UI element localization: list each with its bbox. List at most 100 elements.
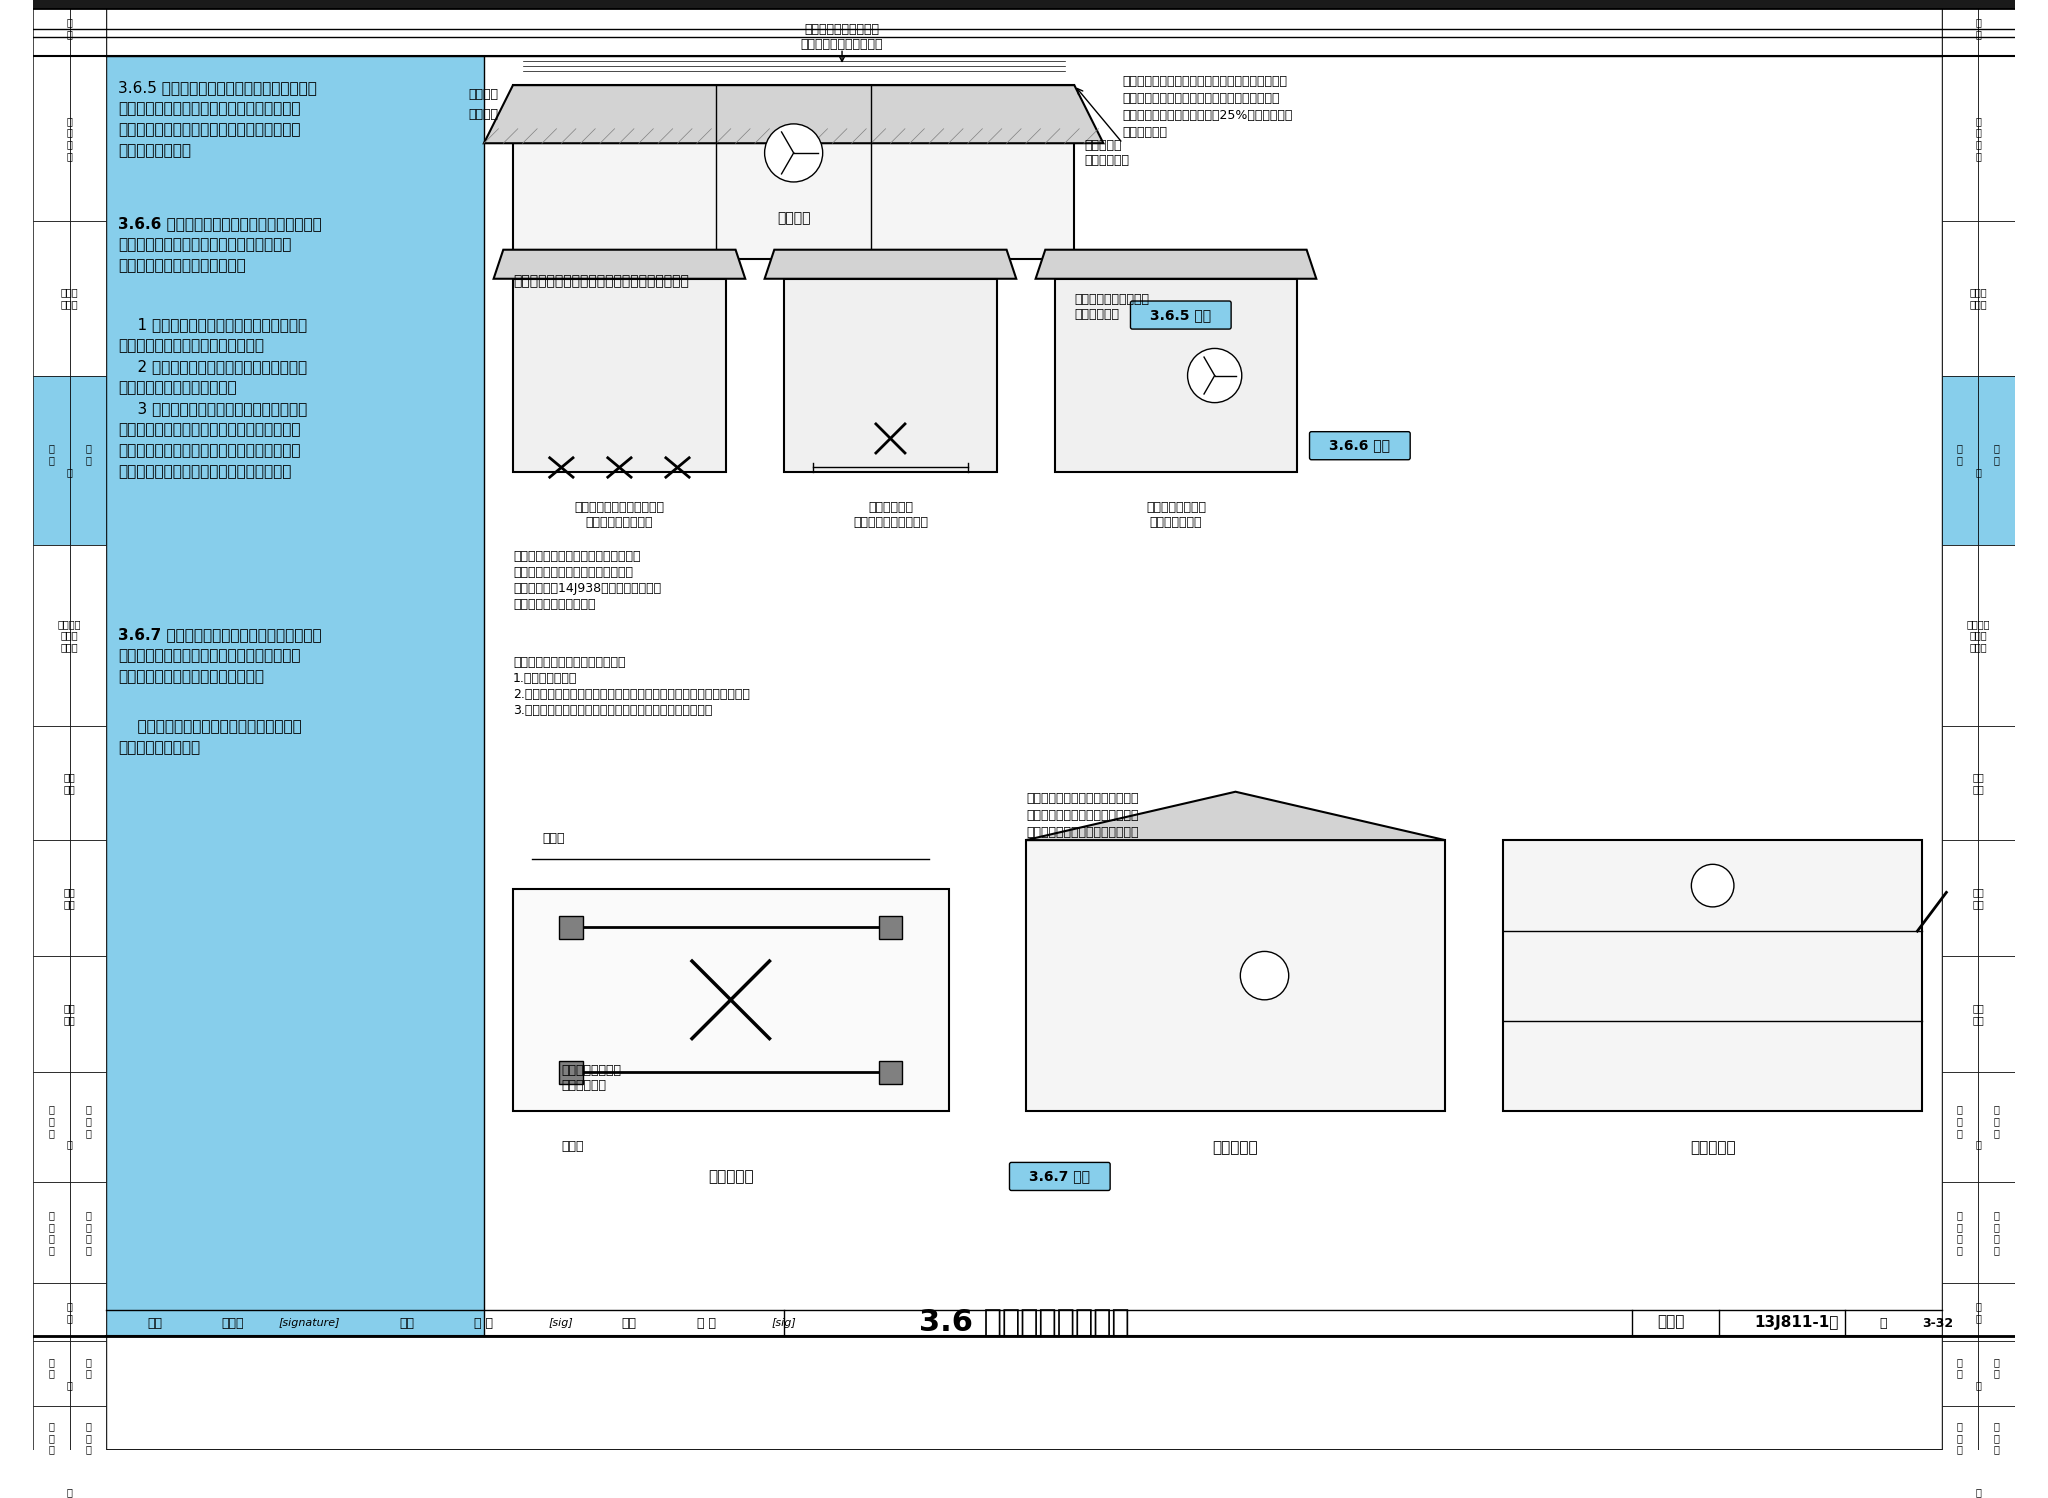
Bar <box>1942 1284 1978 1341</box>
Text: 高 杰: 高 杰 <box>475 1317 494 1330</box>
Text: 1 应采用不发火花的地面。采用绝缘材料
作整体面层时，应采取防静电措施。
    2 散发可燃粉尘、纤维的厂房，其内表面
应平整、光滑，并易于清扫。
    3: 1 应采用不发火花的地面。采用绝缘材料 作整体面层时，应采取防静电措施。 2 散… <box>119 318 307 479</box>
Text: 戊类厂: 戊类厂 <box>1970 631 1987 641</box>
Bar <box>1978 1470 2015 1498</box>
Bar <box>70 55 106 220</box>
Bar <box>70 376 106 545</box>
Text: 设施: 设施 <box>1972 1016 1985 1025</box>
Bar <box>33 1182 70 1284</box>
Polygon shape <box>1026 792 1446 840</box>
Bar <box>1978 376 2015 545</box>
Text: 戊类厂: 戊类厂 <box>61 631 78 641</box>
Circle shape <box>1188 349 1241 403</box>
Polygon shape <box>483 85 1104 144</box>
Text: 多层剖面图: 多层剖面图 <box>1690 1140 1735 1155</box>
Text: 蔡昭昀: 蔡昭昀 <box>221 1317 244 1330</box>
Bar <box>879 1061 901 1085</box>
Bar <box>33 1284 70 1341</box>
Text: 3.6 厂房和仓库的防爆: 3.6 厂房和仓库的防爆 <box>920 1308 1128 1336</box>
Text: 则语号: 则语号 <box>1970 300 1987 309</box>
Text: 平面示意图: 平面示意图 <box>709 1170 754 1185</box>
Bar <box>1942 956 1978 1073</box>
Text: 设: 设 <box>86 1116 90 1126</box>
Bar <box>70 1182 106 1284</box>
Text: 道: 道 <box>86 1444 90 1455</box>
Bar <box>1503 840 1923 1112</box>
Text: 13J811-1改: 13J811-1改 <box>1755 1315 1839 1330</box>
Bar <box>70 1341 106 1407</box>
Bar <box>33 1341 70 1407</box>
Text: 调: 调 <box>1995 1233 1999 1243</box>
Bar <box>33 727 70 840</box>
Bar <box>33 0 2015 28</box>
Text: 设: 设 <box>1995 1116 1999 1126</box>
Text: 图集号: 图集号 <box>1657 1315 1683 1330</box>
Text: 城: 城 <box>1958 1422 1962 1431</box>
Bar <box>1942 1470 1978 1498</box>
Text: 交: 交 <box>86 1422 90 1431</box>
Text: 民用: 民用 <box>63 771 76 782</box>
Text: 木: 木 <box>49 1357 53 1366</box>
Bar <box>1978 1284 2015 1341</box>
Text: 吴 颖: 吴 颖 <box>696 1317 717 1330</box>
Text: 建筑: 建筑 <box>63 887 76 897</box>
Text: 的: 的 <box>1995 1104 1999 1115</box>
Text: 、: 、 <box>49 1233 53 1243</box>
Bar <box>1026 840 1446 1112</box>
Bar <box>1978 1407 2015 1470</box>
Text: 通: 通 <box>86 1432 90 1443</box>
Text: 市: 市 <box>49 1432 53 1443</box>
Text: 风: 风 <box>49 1245 53 1255</box>
Text: 隧: 隧 <box>1958 1444 1962 1455</box>
Text: 单层剖面图: 单层剖面图 <box>1212 1140 1257 1155</box>
Bar <box>70 1073 106 1182</box>
Text: 建: 建 <box>86 1357 90 1366</box>
Bar <box>70 956 106 1073</box>
Bar <box>512 85 1075 259</box>
Text: 房区域: 房区域 <box>61 643 78 652</box>
Text: 和: 和 <box>86 443 90 454</box>
Bar <box>70 220 106 376</box>
Text: 附: 附 <box>1976 1488 1980 1498</box>
Bar <box>33 840 70 956</box>
Text: 顶棚应尽量
平整、无死角: 顶棚应尽量 平整、无死角 <box>1083 139 1128 166</box>
Text: 筑: 筑 <box>1995 1368 1999 1378</box>
Text: 有爆炸危险的甲、乙类生产部位宜
布置在单层厂房靠外墙的泄压设施
或多层厂房顶层靠外墙的泄压设施: 有爆炸危险的甲、乙类生产部位宜 布置在单层厂房靠外墙的泄压设施 或多层厂房顶层靠… <box>1026 792 1139 839</box>
Text: 校对: 校对 <box>399 1317 414 1330</box>
Text: 制: 制 <box>1976 127 1980 138</box>
Text: 筑: 筑 <box>86 1368 90 1378</box>
Bar <box>1942 1341 1978 1407</box>
Text: 房区域: 房区域 <box>1970 643 1987 652</box>
Text: 设: 设 <box>1958 1128 1962 1138</box>
Text: 厂: 厂 <box>49 443 53 454</box>
Bar <box>1942 220 1978 376</box>
Bar <box>879 915 901 939</box>
Bar <box>1978 1182 2015 1284</box>
Text: 施: 施 <box>68 1140 72 1149</box>
Text: 建: 建 <box>1995 1357 1999 1366</box>
Text: 结: 结 <box>49 1368 53 1378</box>
Text: 甲乙丙丁: 甲乙丙丁 <box>1966 619 1991 629</box>
Text: 城: 城 <box>49 1422 53 1431</box>
Text: 可燃气体: 可燃气体 <box>469 88 498 102</box>
Bar <box>1942 1407 1978 1470</box>
Text: 3.6.7 图示: 3.6.7 图示 <box>1030 1168 1090 1183</box>
Text: 编: 编 <box>1976 115 1980 126</box>
Bar <box>33 1073 70 1182</box>
Bar <box>33 376 70 545</box>
Text: 3.6.5 散发较空气轻的可燃气体、可燃蒸气的
甲类厂房，宜采用轻质屋面板作为泄压面积。
顶棚应尽量平整、无死角，厂房上部空间应通
风良好。【图示】: 3.6.5 散发较空气轻的可燃气体、可燃蒸气的 甲类厂房，宜采用轻质屋面板作为泄… <box>119 81 317 159</box>
Text: [sig]: [sig] <box>549 1318 573 1329</box>
Text: 暖: 暖 <box>49 1222 53 1231</box>
Text: 的: 的 <box>86 1104 90 1115</box>
Text: 厂房内表面应平整、光
滑，易于清扫: 厂房内表面应平整、光 滑，易于清扫 <box>1075 294 1149 321</box>
Text: 道: 道 <box>1995 1444 1999 1455</box>
Bar <box>1978 727 2015 840</box>
Text: 木: 木 <box>1958 1357 1962 1366</box>
Text: 民用: 民用 <box>1972 771 1985 782</box>
Text: 和: 和 <box>1995 443 1999 454</box>
Text: [signature]: [signature] <box>279 1318 340 1329</box>
Text: 节: 节 <box>1995 1245 1999 1255</box>
Bar <box>33 956 70 1073</box>
Text: 防: 防 <box>1958 1116 1962 1126</box>
Text: 甲类厂房: 甲类厂房 <box>776 211 811 225</box>
Bar <box>1978 0 2015 55</box>
